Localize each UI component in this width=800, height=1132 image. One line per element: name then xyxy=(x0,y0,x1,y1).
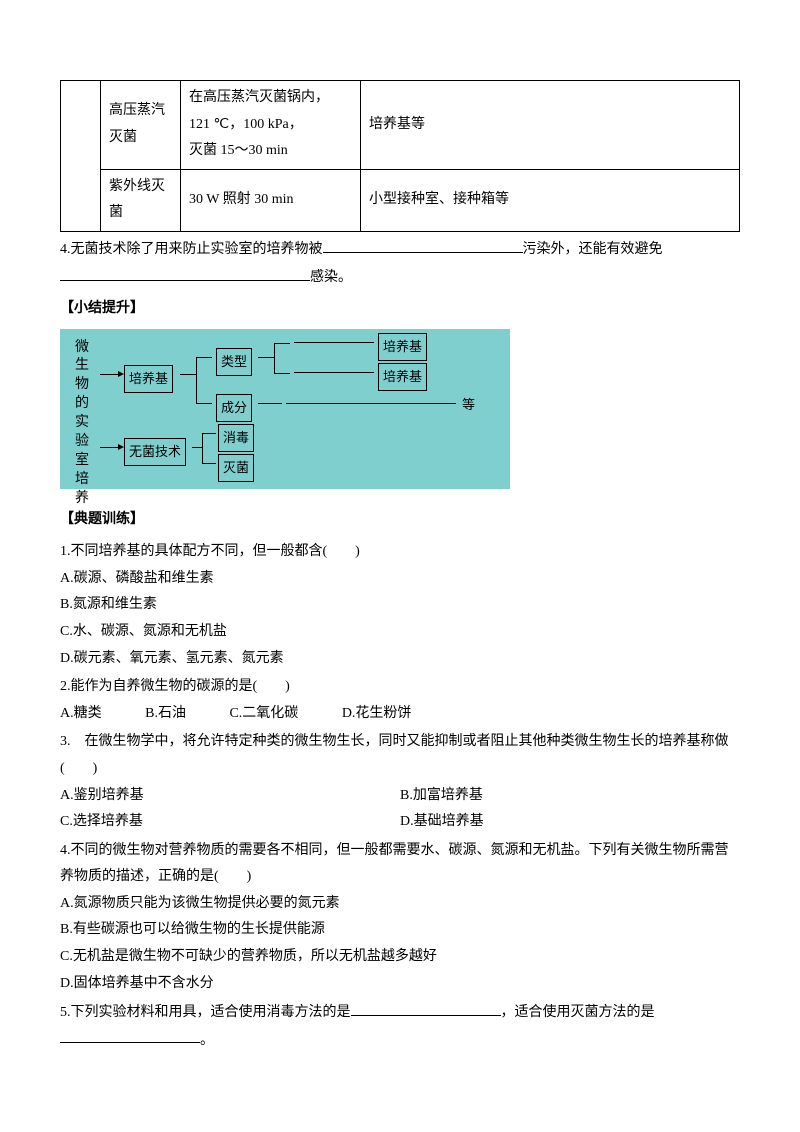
question-stem: 2.能作为自养微生物的碳源的是( ) xyxy=(60,674,740,701)
fill-blank[interactable] xyxy=(351,999,501,1016)
diagram-box-disinfect: 消毒 xyxy=(218,424,254,453)
table-cell-target: 小型接种室、接种箱等 xyxy=(361,169,740,231)
option-a: A.碳源、磷酸盐和维生素 xyxy=(60,566,740,593)
diagram-box-medium: 培养基 xyxy=(124,365,173,394)
table-cell-method: 紫外线灭菌 xyxy=(101,169,181,231)
diagram-label-medium: 培养基 xyxy=(378,363,427,392)
table-cell-method: 高压蒸汽灭菌 xyxy=(101,81,181,170)
condition-line: 灭菌 15～30 min xyxy=(189,138,352,165)
option-d: D.固体培养基中不含水分 xyxy=(60,971,740,998)
sterilization-table: 高压蒸汽灭菌 在高压蒸汽灭菌锅内， 121 ℃，100 kPa， 灭菌 15～3… xyxy=(60,80,740,232)
options-row: A.鉴别培养基 B.加富培养基 xyxy=(60,783,740,810)
concept-diagram: 微 生 物 的 实 验 室 培 养 培养基 无菌技术 类型 成分 培养基 培养基 xyxy=(60,329,510,489)
fill-blank[interactable] xyxy=(60,264,310,281)
diagram-box-type: 类型 xyxy=(216,348,252,377)
diagram-left-title: 微 生 物 的 实 验 室 培 养 xyxy=(72,339,92,509)
diagram-line xyxy=(196,357,212,358)
para4-text: 感染。 xyxy=(310,270,352,285)
diagram-box-aseptic: 无菌技术 xyxy=(124,438,186,467)
question-stem: 4.不同的微生物对营养物质的需要各不相同，但一般都需要水、碳源、氮源和无机盐。下… xyxy=(60,838,740,891)
option-c: C.无机盐是微生物不可缺少的营养物质，所以无机盐越多越好 xyxy=(60,944,740,971)
table-row: 紫外线灭菌 30 W 照射 30 min 小型接种室、接种箱等 xyxy=(61,169,740,231)
diagram-line xyxy=(258,357,274,358)
paragraph-4: 4.无菌技术除了用来防止实验室的培养物被 污染外，还能有效避免感染。 xyxy=(60,236,740,292)
method-text: 高压蒸汽灭菌 xyxy=(109,103,165,145)
option-b: B.有些碳源也可以给微生物的生长提供能源 xyxy=(60,917,740,944)
question-1: 1.不同培养基的具体配方不同，但一般都含( ) A.碳源、磷酸盐和维生素 B.氮… xyxy=(60,539,740,672)
question-stem: 1.不同培养基的具体配方不同，但一般都含( ) xyxy=(60,539,740,566)
option-d: D.花生粉饼 xyxy=(342,701,412,728)
options-row: C.选择培养基 D.基础培养基 xyxy=(60,809,740,836)
diagram-line xyxy=(274,343,275,373)
diagram-line xyxy=(196,403,212,404)
option-b: B.石油 xyxy=(145,701,186,728)
question-2: 2.能作为自养微生物的碳源的是( ) A.糖类 B.石油 C.二氧化碳 D.花生… xyxy=(60,674,740,727)
diagram-arrow xyxy=(100,374,118,375)
diagram-line xyxy=(196,357,197,403)
question-5: 5.下列实验材料和用具，适合使用消毒方法的是 ，适合使用灭菌方法的是 。 xyxy=(60,999,740,1054)
option-a: A.糖类 xyxy=(60,701,102,728)
diagram-line xyxy=(202,463,216,464)
diagram-line xyxy=(180,374,196,375)
diagram-line xyxy=(274,343,290,344)
q5-text: 5.下列实验材料和用具，适合使用消毒方法的是 xyxy=(60,1005,351,1020)
condition-line: 121 ℃，100 kPa， xyxy=(189,112,352,139)
option-d: D.基础培养基 xyxy=(400,809,740,836)
para4-text: 污染外，还能有效避免 xyxy=(523,242,663,257)
option-a: A.氮源物质只能为该微生物提供必要的氮元素 xyxy=(60,891,740,918)
table-cell-empty xyxy=(61,81,101,232)
diagram-body: 培养基 无菌技术 类型 成分 培养基 培养基 等 消毒 灭菌 xyxy=(100,329,510,489)
diagram-blank[interactable] xyxy=(294,342,374,343)
option-c: C.二氧化碳 xyxy=(229,701,298,728)
fill-blank[interactable] xyxy=(323,236,523,253)
table-cell-condition: 在高压蒸汽灭菌锅内， 121 ℃，100 kPa， 灭菌 15～30 min xyxy=(181,81,361,170)
options-row: A.糖类 B.石油 C.二氧化碳 D.花生粉饼 xyxy=(60,701,740,728)
option-c: C.选择培养基 xyxy=(60,809,400,836)
fill-blank[interactable] xyxy=(60,1027,200,1044)
question-stem: 3. 在微生物学中，将允许特定种类的微生物生长，同时又能抑制或者阻止其他种类微生… xyxy=(60,729,740,782)
diagram-label-medium: 培养基 xyxy=(378,333,427,362)
diagram-box-component: 成分 xyxy=(216,394,252,423)
diagram-blank[interactable] xyxy=(286,403,456,404)
diagram-line xyxy=(192,447,202,448)
option-b: B.氮源和维生素 xyxy=(60,592,740,619)
diagram-etc: 等 xyxy=(462,393,475,418)
table-row: 高压蒸汽灭菌 在高压蒸汽灭菌锅内， 121 ℃，100 kPa， 灭菌 15～3… xyxy=(61,81,740,170)
table-cell-condition: 30 W 照射 30 min xyxy=(181,169,361,231)
section-summary-title: 【小结提升】 xyxy=(60,296,740,323)
option-a: A.鉴别培养基 xyxy=(60,783,400,810)
option-b: B.加富培养基 xyxy=(400,783,740,810)
question-3: 3. 在微生物学中，将允许特定种类的微生物生长，同时又能抑制或者阻止其他种类微生… xyxy=(60,729,740,835)
diagram-arrow xyxy=(100,447,118,448)
option-c: C.水、碳源、氮源和无机盐 xyxy=(60,619,740,646)
diagram-blank[interactable] xyxy=(294,372,374,373)
q5-text: ，适合使用灭菌方法的是 xyxy=(501,1005,655,1020)
table-cell-target: 培养基等 xyxy=(361,81,740,170)
diagram-line xyxy=(202,433,203,463)
para4-text: 4.无菌技术除了用来防止实验室的培养物被 xyxy=(60,242,323,257)
option-d: D.碳元素、氧元素、氢元素、氮元素 xyxy=(60,646,740,673)
diagram-line xyxy=(258,403,282,404)
question-4: 4.不同的微生物对营养物质的需要各不相同，但一般都需要水、碳源、氮源和无机盐。下… xyxy=(60,838,740,998)
q5-text: 。 xyxy=(200,1032,214,1047)
diagram-box-sterilize: 灭菌 xyxy=(218,454,254,483)
diagram-line xyxy=(274,373,290,374)
condition-line: 在高压蒸汽灭菌锅内， xyxy=(189,85,352,112)
section-practice-title: 【典题训练】 xyxy=(60,507,740,534)
diagram-line xyxy=(202,433,216,434)
